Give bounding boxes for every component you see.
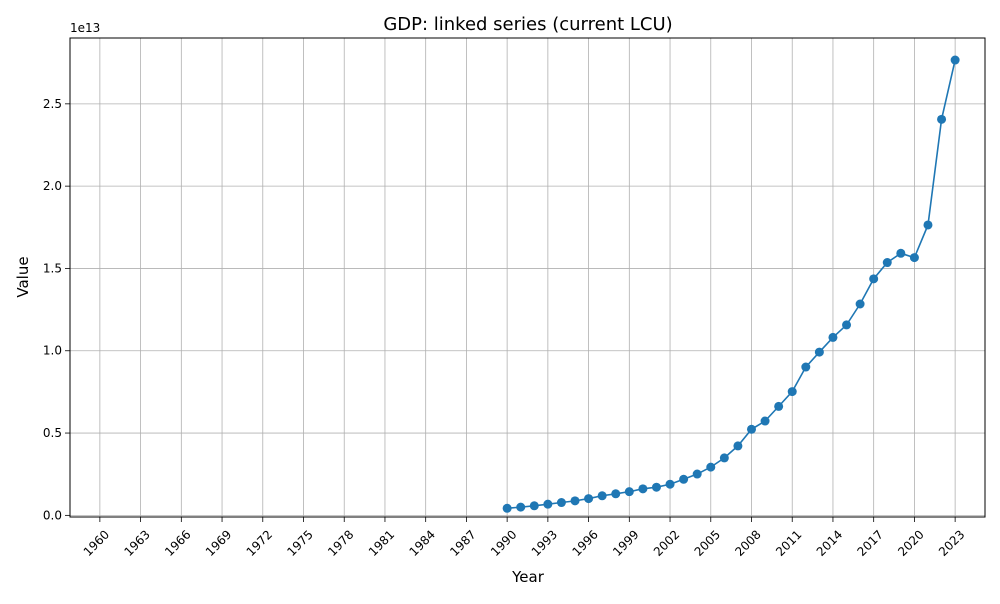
x-tick-label: 2020 [895,527,926,558]
x-tick-label: 1972 [244,527,275,558]
data-point [909,253,919,263]
data-point [937,114,947,124]
x-tick-label: 1987 [447,527,478,558]
data-point [760,416,770,426]
data-point [597,491,607,501]
y-tick-label: 0.0 [43,508,62,522]
data-point [801,362,811,372]
data-point [570,496,580,506]
chart-title: GDP: linked series (current LCU) [383,14,672,35]
x-tick-label: 1966 [162,527,193,558]
x-tick-label: 1963 [121,527,152,558]
y-axis-ticks: 0.0 0.5 1.0 1.5 2.0 2.5 [43,97,70,522]
series-line [507,59,956,510]
data-point [814,347,824,357]
x-tick-label: 2023 [936,527,967,558]
x-tick-label: 2005 [692,527,723,558]
data-point [584,494,594,504]
y-axis-label: Value [14,256,32,297]
x-tick-label: 1960 [81,527,112,558]
x-axis-ticks: 1960 1963 1966 1969 1972 1975 1978 1981 1984 1987… [81,517,967,559]
plot-frame [69,37,986,518]
data-point [787,387,797,397]
data-point [828,332,838,342]
y-tick-label: 1.0 [43,344,62,358]
x-tick-label: 1993 [529,527,560,558]
x-tick-label: 1969 [203,527,234,558]
data-point [950,55,960,65]
data-point [516,502,526,512]
x-tick-label: 1996 [569,527,600,558]
data-point [842,320,852,330]
y-tick-label: 0.5 [43,426,62,440]
x-axis-label: Year [511,568,545,586]
data-point [556,498,566,508]
grid [70,38,985,517]
data-point [774,401,784,411]
data-point [706,462,716,472]
data-point [543,499,553,509]
x-tick-label: 1999 [610,527,641,558]
data-point [665,479,675,489]
data-point [624,487,634,497]
data-point [869,274,879,284]
x-tick-label: 2011 [773,527,804,558]
x-tick-label: 2017 [855,527,886,558]
x-tick-label: 2008 [732,527,763,558]
data-point [746,424,756,434]
data-point [502,503,512,513]
data-point [651,482,661,492]
x-tick-label: 2002 [651,527,682,558]
x-tick-label: 1981 [366,527,397,558]
series-layer [502,55,960,513]
data-point [896,248,906,258]
data-point [719,453,729,463]
data-point [923,220,933,230]
data-point [611,489,621,499]
data-point [733,441,743,451]
y-axis-scale-label: 1e13 [70,21,100,35]
y-tick-label: 2.0 [43,179,62,193]
data-point [529,501,539,511]
x-tick-label: 1975 [284,527,315,558]
x-tick-label: 1990 [488,527,519,558]
y-tick-label: 1.5 [43,261,62,275]
data-point [638,484,648,494]
x-tick-label: 1978 [325,527,356,558]
x-tick-label: 1984 [407,527,438,558]
data-point [692,469,702,479]
y-tick-label: 2.5 [43,97,62,111]
x-tick-label: 2014 [814,527,845,558]
data-point [679,474,689,484]
data-point [855,299,865,309]
data-point [882,258,892,268]
